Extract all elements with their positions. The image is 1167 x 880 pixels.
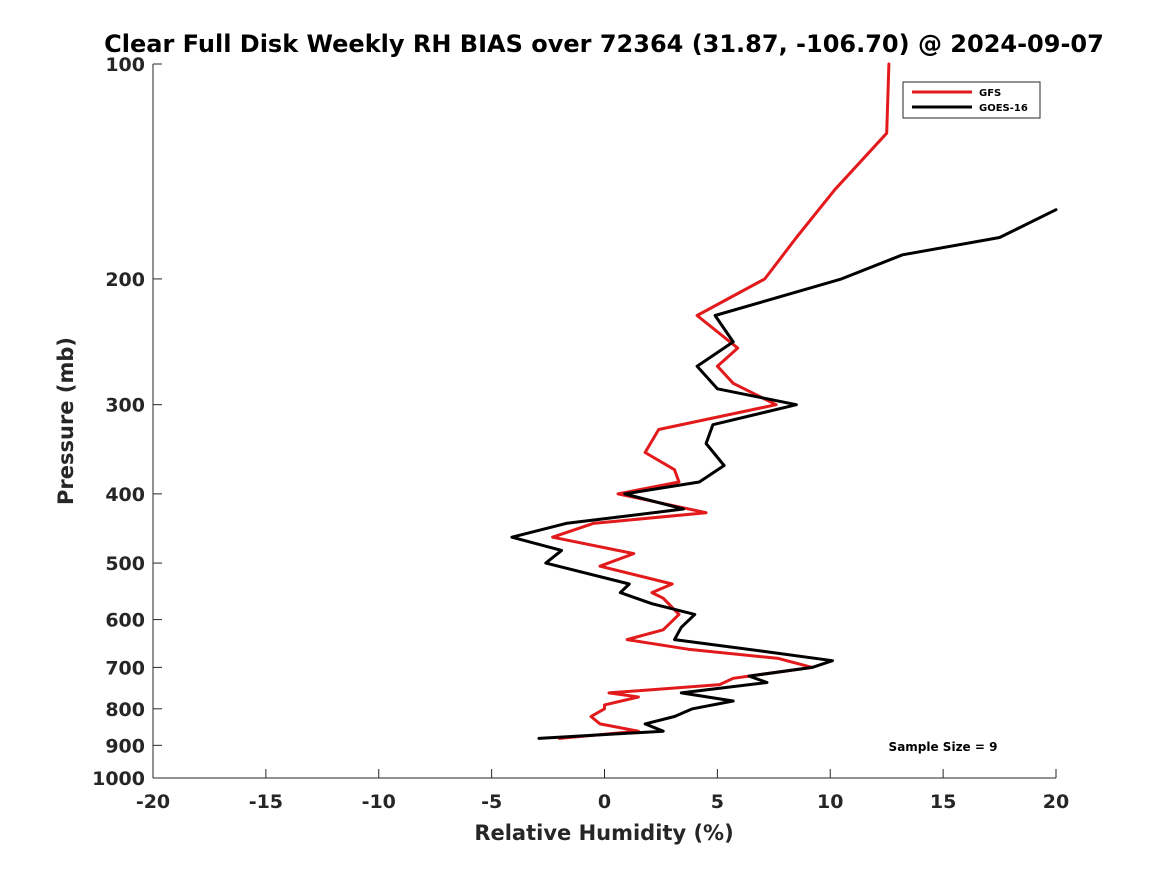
y-tick-label: 1000 — [92, 768, 145, 790]
legend-box — [902, 81, 1041, 119]
y-tick-label: 900 — [105, 735, 145, 757]
x-tick-label: 15 — [930, 791, 956, 813]
x-tick-label: -5 — [481, 791, 502, 813]
y-tick-label: 500 — [105, 553, 145, 575]
y-tick-label: 700 — [105, 657, 145, 679]
x-tick-label: 10 — [817, 791, 843, 813]
x-axis-label: Relative Humidity (%) — [474, 821, 733, 845]
series-line-gfs — [551, 62, 891, 740]
x-tick-label: -20 — [136, 791, 170, 813]
y-tick-label: 100 — [105, 54, 145, 76]
legend-label-goes-16: GOES-16 — [979, 103, 1028, 114]
y-tick-label: 200 — [105, 269, 145, 291]
x-tick-label: 5 — [711, 791, 724, 813]
sample-size-annotation: Sample Size = 9 — [889, 740, 998, 754]
chart-title: Clear Full Disk Weekly RH BIAS over 7236… — [104, 30, 1104, 58]
y-tick-label: 600 — [105, 610, 145, 632]
x-tick-label: -10 — [362, 791, 396, 813]
plot-area: -20 -15 -10 -5 0 5 10 15 20 100 200 300 400 500 600 700… — [92, 54, 1069, 813]
y-tick-label: 800 — [105, 699, 145, 721]
y-tick-label: 400 — [105, 484, 145, 506]
series-line-goes-16 — [510, 208, 1058, 740]
x-tick-label: 20 — [1043, 791, 1069, 813]
y-tick-label: 300 — [105, 395, 145, 417]
x-tick-label: 0 — [598, 791, 611, 813]
x-tick-label: -15 — [249, 791, 283, 813]
legend-label-gfs: GFS — [979, 88, 1001, 99]
y-axis-label: Pressure (mb) — [54, 337, 78, 505]
